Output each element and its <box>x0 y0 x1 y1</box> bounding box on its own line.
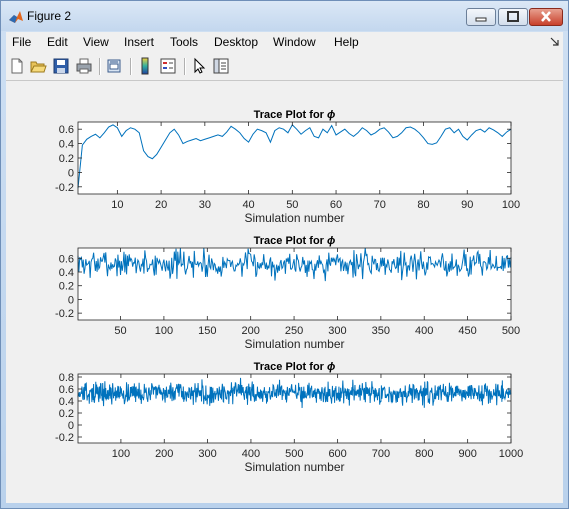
toolbar-separator <box>99 58 100 75</box>
dock-arrow-icon[interactable] <box>550 37 560 47</box>
maximize-button[interactable] <box>498 8 528 26</box>
x-tick-label: 30 <box>199 199 211 211</box>
toolbar-separator <box>130 58 131 75</box>
pointer-icon[interactable] <box>190 57 208 75</box>
x-tick-label: 350 <box>372 325 390 337</box>
menu-view[interactable]: View <box>83 35 109 49</box>
x-tick-label: 50 <box>114 325 126 337</box>
x-tick-label: 450 <box>458 325 476 337</box>
matlab-logo-icon <box>9 11 23 23</box>
axes-frame <box>77 247 512 321</box>
x-tick-label: 900 <box>458 448 476 460</box>
menu-desktop[interactable]: Desktop <box>214 35 259 49</box>
x-tick-label: 40 <box>242 199 254 211</box>
x-tick-label: 200 <box>155 448 173 460</box>
y-tick-label: 0.4 <box>59 139 74 151</box>
y-tick-label: 0 <box>68 420 74 432</box>
save-icon[interactable] <box>52 57 70 75</box>
x-tick-label: 300 <box>198 448 216 460</box>
y-tick-label: 0.2 <box>59 408 74 420</box>
x-tick-label: 200 <box>241 325 259 337</box>
x-tick-label: 100 <box>112 448 130 460</box>
x-tick-label: 400 <box>415 325 433 337</box>
toolbar-separator <box>184 58 185 75</box>
print-icon[interactable] <box>75 57 93 75</box>
x-axis-label: Simulation number <box>244 211 344 225</box>
y-tick-label: 0.2 <box>59 281 74 293</box>
y-tick-label: 0.6 <box>59 253 74 265</box>
x-tick-label: 80 <box>417 199 429 211</box>
print-preview-icon[interactable] <box>105 57 123 75</box>
x-tick-label: 400 <box>242 448 260 460</box>
menu-tools[interactable]: Tools <box>170 35 199 49</box>
menu-insert[interactable]: Insert <box>124 35 155 49</box>
figure-toolbar <box>6 53 563 81</box>
x-axis-label: Simulation number <box>244 460 344 474</box>
menu-edit[interactable]: Edit <box>47 35 68 49</box>
y-tick-label: -0.2 <box>55 308 74 320</box>
minimize-icon <box>475 17 487 22</box>
menu-help[interactable]: Help <box>334 35 359 49</box>
x-tick-label: 90 <box>461 199 473 211</box>
x-tick-label: 10 <box>111 199 123 211</box>
y-tick-label: -0.2 <box>55 432 74 444</box>
window-title: Figure 2 <box>27 9 72 23</box>
x-tick-label: 800 <box>415 448 433 460</box>
axes-background <box>78 374 511 443</box>
axes-background <box>78 122 511 194</box>
open-file-icon[interactable] <box>29 57 47 75</box>
x-tick-label: 150 <box>198 325 216 337</box>
trace-line <box>77 124 512 189</box>
x-tick-label: 500 <box>502 325 520 337</box>
x-tick-label: 1000 <box>499 448 523 460</box>
y-tick-label: 0.6 <box>59 124 74 136</box>
x-tick-label: 700 <box>372 448 390 460</box>
colorbar-icon[interactable] <box>136 57 154 75</box>
y-tick-label: -0.2 <box>55 182 74 194</box>
x-tick-label: 250 <box>285 325 303 337</box>
chart-title: Trace Plot for ϕ <box>254 109 336 121</box>
y-tick-label: 0.2 <box>59 153 74 165</box>
chart-title: Trace Plot for ϕ <box>254 361 336 373</box>
x-tick-label: 20 <box>155 199 167 211</box>
x-tick-label: 60 <box>330 199 342 211</box>
x-tick-label: 500 <box>285 448 303 460</box>
trace-line <box>77 247 512 282</box>
menu-bar: File Edit View Insert Tools Desktop Wind… <box>6 32 563 54</box>
menu-window[interactable]: Window <box>273 35 316 49</box>
y-tick-label: 0.6 <box>59 384 74 396</box>
x-axis-label: Simulation number <box>244 337 344 351</box>
title-bar[interactable]: Figure 2 <box>1 1 568 31</box>
trace-line <box>77 377 512 408</box>
maximize-icon <box>507 11 519 22</box>
x-tick-label: 600 <box>328 448 346 460</box>
figure-canvas: 10 20 30 40 50 60 70 80 90 100 0.6 0.4 0.2 0 -0.2 Trace… <box>6 81 563 503</box>
y-tick-label: 0.4 <box>59 396 74 408</box>
property-editor-icon[interactable] <box>212 57 230 75</box>
x-tick-label: 100 <box>155 325 173 337</box>
close-icon <box>541 11 551 22</box>
x-tick-label: 100 <box>502 199 520 211</box>
y-tick-label: 0 <box>68 167 74 179</box>
y-tick-label: 0.4 <box>59 267 74 279</box>
chart-title: Trace Plot for ϕ <box>254 235 336 247</box>
new-figure-icon[interactable] <box>8 57 26 75</box>
x-tick-label: 50 <box>286 199 298 211</box>
minimize-button[interactable] <box>466 8 496 26</box>
y-tick-label: 0 <box>68 294 74 306</box>
legend-icon[interactable] <box>159 57 177 75</box>
menu-file[interactable]: File <box>12 35 32 49</box>
x-tick-label: 70 <box>374 199 386 211</box>
y-tick-label: 0.8 <box>59 372 74 384</box>
close-button[interactable] <box>529 8 563 26</box>
trace-plots: 10 20 30 40 50 60 70 80 90 1000.60.40.20-0.2Trace… <box>55 109 523 474</box>
x-tick-label: 300 <box>328 325 346 337</box>
